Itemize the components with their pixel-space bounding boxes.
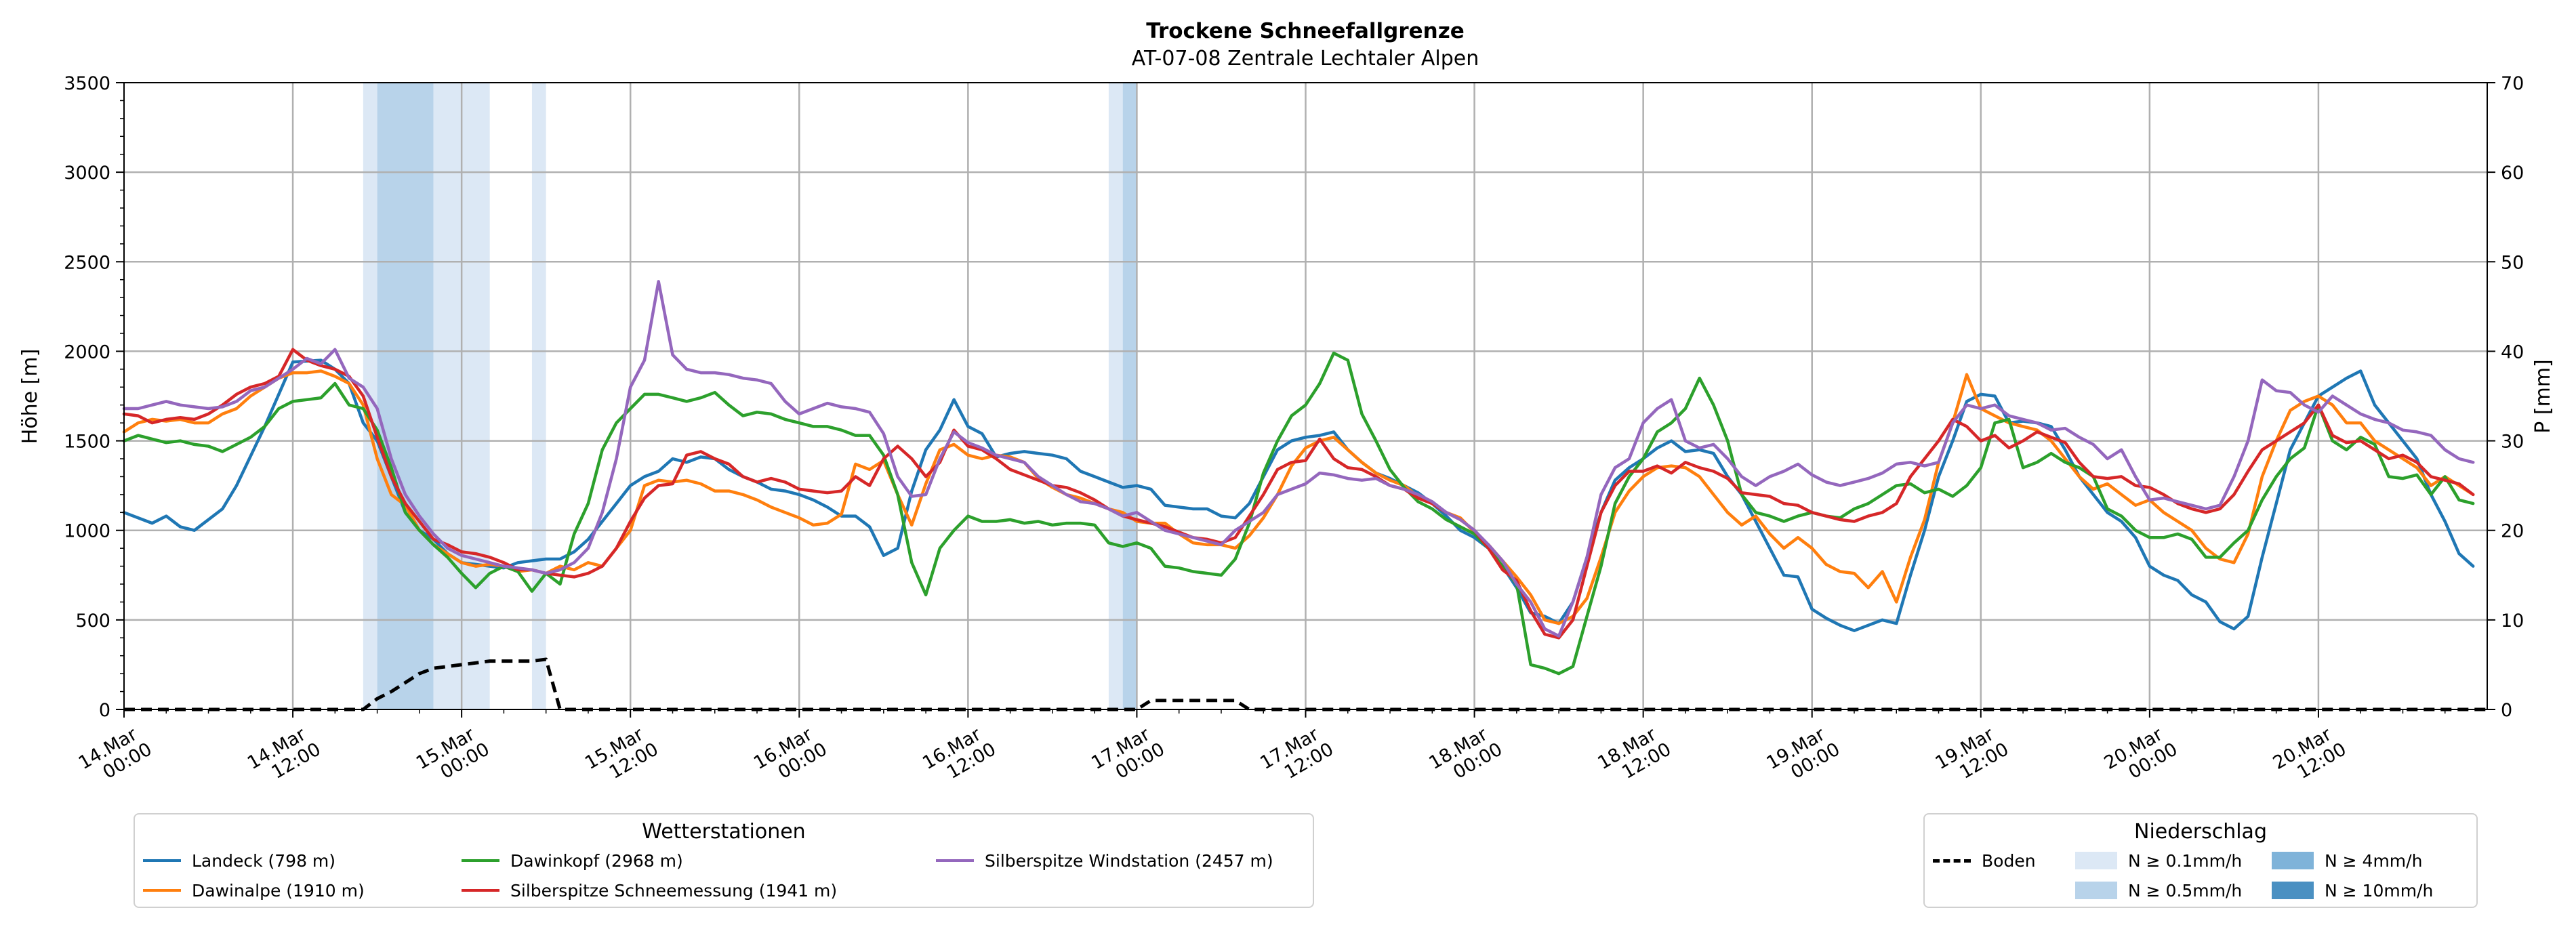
legend-label-precip-4: N ≥ 4mm/h	[2325, 850, 2423, 871]
legend-entry-boden: Boden	[1933, 848, 2062, 873]
legend-swatch-boden	[1933, 859, 1971, 863]
legend-swatch-landeck	[143, 859, 181, 862]
precipitation-bands	[363, 83, 1137, 709]
legend-precipitation-grid: Boden N ≥ 0.1mm/h N ≥ 0.5mm/h N ≥ 4mm/h …	[1933, 848, 2448, 903]
y-tick-label-left-2500: 2500	[64, 252, 110, 273]
legend-label-precip-05: N ≥ 0.5mm/h	[2128, 880, 2243, 901]
y-tick-label-left-3000: 3000	[64, 163, 110, 184]
legend-label-precip-01: N ≥ 0.1mm/h	[2128, 850, 2243, 871]
legend-label-dawinkopf: Dawinkopf (2968 m)	[510, 850, 683, 871]
legend-label-landeck: Landeck (798 m)	[192, 850, 336, 871]
legend-entry-precip-4: N ≥ 4mm/h	[2272, 848, 2448, 873]
precip-band-5	[1122, 83, 1137, 709]
y-tick-label-right-50: 50	[2501, 252, 2524, 273]
y-tick-label-right-10: 10	[2501, 611, 2524, 632]
legend-entry-precip-01: N ≥ 0.1mm/h	[2075, 848, 2258, 873]
y-axis-label-left: Höhe [m]	[18, 349, 42, 445]
legend-swatch-precip-10	[2272, 882, 2314, 899]
legend-label-precip-10: N ≥ 10mm/h	[2325, 880, 2434, 901]
y-tick-label-left-3500: 3500	[64, 73, 110, 94]
y-tick-label-left-1000: 1000	[64, 521, 110, 542]
series-line-landeck-798-m	[122, 358, 2475, 632]
x-tick-label-144: 20.Mar00:00	[2101, 721, 2182, 791]
series-line-silberspitze-windstation-2457-m	[122, 280, 2475, 638]
legend-stations-title: Wetterstationen	[642, 820, 806, 844]
x-tick-label-12: 14.Mar12:00	[244, 721, 325, 791]
x-tick-label-132: 19.Mar12:00	[1932, 721, 2013, 791]
legend-entry-dawinalpe: Dawinalpe (1910 m)	[143, 878, 434, 903]
y-tick-label-right-70: 70	[2501, 73, 2524, 94]
y-tick-label-left-500: 500	[75, 611, 110, 632]
legend-label-silberspitze-windstation: Silberspitze Windstation (2457 m)	[985, 850, 1273, 871]
y-axis-label-right: P [mm]	[2531, 359, 2555, 433]
y-tick-label-right-60: 60	[2501, 163, 2524, 184]
legend-precipitation-title: Niederschlag	[2134, 820, 2267, 844]
series-line-dawinkopf-2968-m	[122, 351, 2475, 676]
precip-band-1	[377, 83, 434, 709]
x-tick-label-108: 18.Mar12:00	[1594, 721, 1675, 791]
legend-label-silberspitze-schneemessung: Silberspitze Schneemessung (1941 m)	[510, 880, 838, 901]
x-tick-label-60: 16.Mar12:00	[919, 721, 1000, 791]
y-tick-label-left-0: 0	[99, 700, 110, 721]
legend-entry-precip-05: N ≥ 0.5mm/h	[2075, 878, 2258, 903]
y-tick-label-right-20: 20	[2501, 521, 2524, 542]
station-series	[122, 280, 2475, 676]
y-tick-label-left-2000: 2000	[64, 342, 110, 363]
y-tick-label-left-1500: 1500	[64, 432, 110, 453]
x-tick-label-72: 17.Mar00:00	[1088, 721, 1168, 791]
legend-swatch-dawinkopf	[462, 859, 499, 862]
x-tick-label-84: 17.Mar12:00	[1256, 721, 1337, 791]
chart-title: Trockene Schneefallgrenze	[1146, 19, 1465, 43]
legend-swatch-precip-4	[2272, 852, 2314, 869]
legend-swatch-silberspitze-schneemessung	[462, 889, 499, 892]
legend-entry-silberspitze-schneemessung: Silberspitze Schneemessung (1941 m)	[462, 878, 909, 903]
precip-band-3	[531, 83, 546, 709]
precip-band-4	[1108, 83, 1123, 709]
legend-precipitation: Niederschlag Boden N ≥ 0.1mm/h N ≥ 0.5mm…	[1923, 813, 2478, 908]
y-tick-label-right-40: 40	[2501, 342, 2524, 363]
y-tick-label-right-0: 0	[2501, 700, 2512, 721]
legend-stations-grid: Landeck (798 m) Dawinalpe (1910 m) Dawin…	[143, 848, 1315, 903]
legend-stations: Wetterstationen Landeck (798 m) Dawinalp…	[134, 813, 1314, 908]
legend-entry-landeck: Landeck (798 m)	[143, 848, 434, 873]
x-tick-label-96: 18.Mar00:00	[1425, 721, 1506, 791]
legend-swatch-silberspitze-windstation	[936, 859, 974, 862]
legend-swatch-precip-05	[2075, 882, 2117, 899]
legend-label-boden: Boden	[1982, 850, 2036, 871]
x-tick-label-24: 15.Mar00:00	[413, 721, 493, 791]
x-tick-label-120: 19.Mar00:00	[1763, 721, 1843, 791]
legend-swatch-precip-01	[2075, 852, 2117, 869]
x-tick-label-36: 15.Mar12:00	[581, 721, 662, 791]
legend-entry-silberspitze-windstation: Silberspitze Windstation (2457 m)	[936, 848, 1315, 873]
x-tick-label-48: 16.Mar00:00	[750, 721, 831, 791]
y-tick-label-right-30: 30	[2501, 432, 2524, 453]
ground-series	[124, 657, 2487, 711]
legend-entry-dawinkopf: Dawinkopf (2968 m)	[462, 848, 909, 873]
grid-lines	[124, 83, 2487, 709]
x-tick-label-156: 20.Mar12:00	[2270, 721, 2350, 791]
ground-line-boden	[124, 657, 2487, 711]
legend-entry-precip-10: N ≥ 10mm/h	[2272, 878, 2448, 903]
legend-label-dawinalpe: Dawinalpe (1910 m)	[192, 880, 365, 901]
x-tick-label-0: 14.Mar00:00	[75, 721, 156, 791]
legend-swatch-dawinalpe	[143, 889, 181, 892]
chart-subtitle: AT-07-08 Zentrale Lechtaler Alpen	[1132, 47, 1479, 70]
